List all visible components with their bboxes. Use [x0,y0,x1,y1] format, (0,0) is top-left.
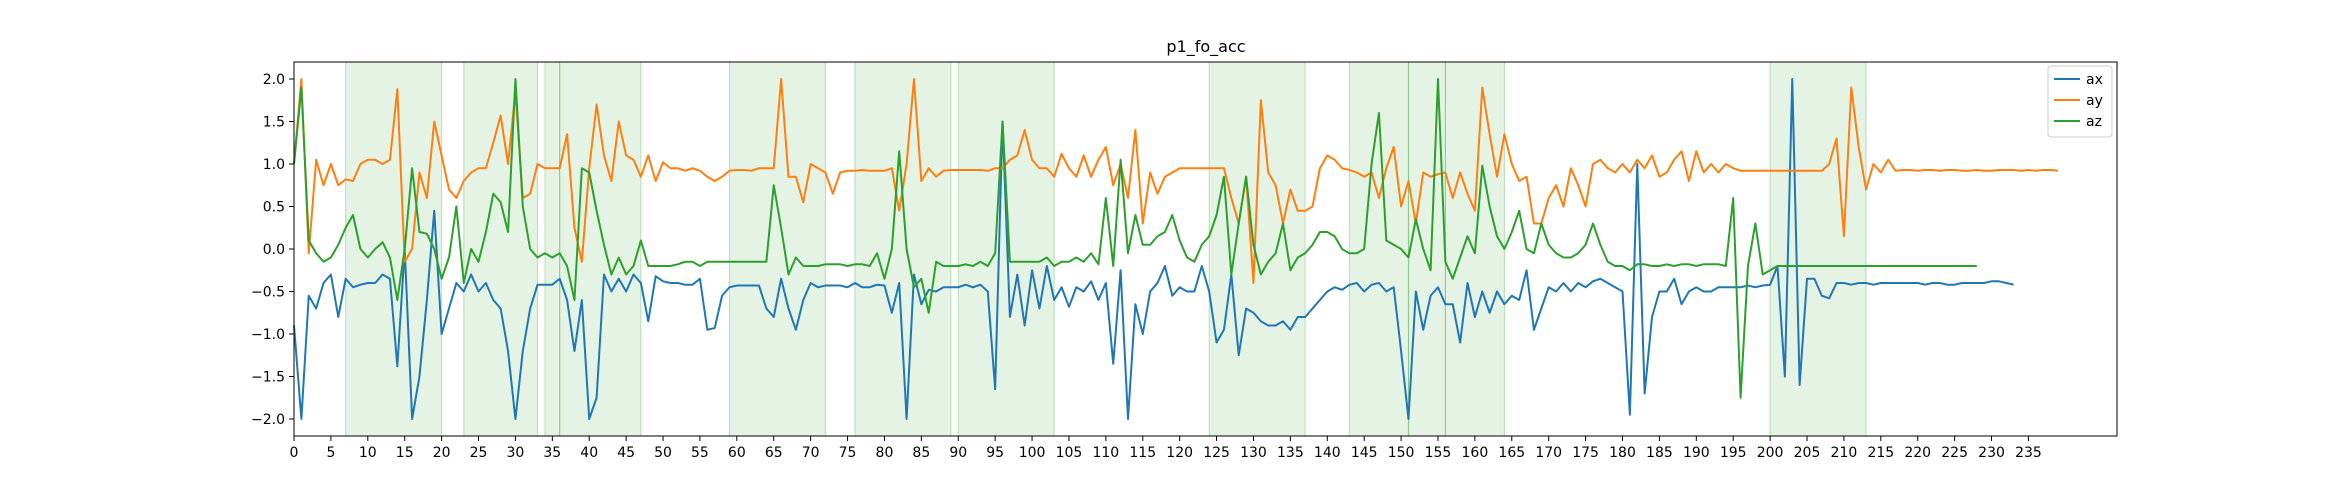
x-tick-label: 35 [543,445,561,461]
shaded-region [463,62,538,436]
x-tick-label: 205 [1794,445,1821,461]
shaded-region [1770,62,1867,436]
x-tick-label: 185 [1646,445,1673,461]
series-line-az [293,78,1977,399]
x-tick-label: 100 [1019,445,1046,461]
x-tick-label: 160 [1462,445,1489,461]
series-line-ax [293,78,2014,420]
y-tick-label: −2.0 [251,412,285,428]
plot-frame [293,61,2118,437]
axis-ticks: 0 5 10 15 20 25 30 35 40 45 50 55 60 65 70 75 80 85 90 95 10… [251,72,2042,461]
x-tick-label: 80 [876,445,894,461]
y-tick-label: −1.5 [251,370,285,386]
x-tick-label: 25 [470,445,488,461]
shaded-region [958,62,1055,436]
x-tick-label: 105 [1056,445,1083,461]
x-tick-label: 75 [839,445,857,461]
x-tick-label: 65 [765,445,783,461]
y-tick-label: 2.0 [263,72,285,88]
x-tick-label: 145 [1351,445,1378,461]
x-tick-label: 115 [1129,445,1156,461]
shaded-region [559,62,641,436]
x-tick-label: 15 [396,445,414,461]
x-tick-label: 10 [359,445,377,461]
y-tick-label: −1.0 [251,327,285,343]
x-tick-label: 200 [1757,445,1784,461]
series-line-ay [293,78,2059,284]
x-tick-label: 85 [912,445,930,461]
x-tick-label: 140 [1314,445,1341,461]
x-tick-label: 20 [433,445,451,461]
x-tick-label: 125 [1203,445,1230,461]
y-tick-label: 0.0 [263,242,285,258]
x-tick-label: 235 [2015,445,2042,461]
x-tick-label: 90 [949,445,967,461]
x-tick-label: 110 [1092,445,1119,461]
x-tick-label: 165 [1498,445,1525,461]
x-tick-label: 150 [1388,445,1415,461]
x-tick-label: 5 [326,445,335,461]
x-tick-label: 210 [1831,445,1858,461]
x-tick-label: 70 [802,445,820,461]
shaded-region [854,62,951,436]
legend-label: az [2086,114,2102,130]
x-tick-label: 95 [986,445,1004,461]
legend-label: ay [2086,93,2103,109]
x-tick-label: 225 [1941,445,1968,461]
y-tick-label: 1.0 [263,157,285,173]
x-tick-label: 0 [290,445,299,461]
shaded-region [544,62,560,436]
x-tick-label: 175 [1572,445,1599,461]
x-tick-label: 170 [1535,445,1562,461]
x-tick-label: 50 [654,445,672,461]
y-tick-label: 0.5 [263,200,285,216]
x-tick-label: 220 [1904,445,1931,461]
x-tick-label: 55 [691,445,709,461]
x-tick-label: 230 [1978,445,2005,461]
x-tick-label: 40 [580,445,598,461]
legend: ax ay az [2047,65,2113,138]
y-tick-label: −0.5 [251,285,285,301]
shaded-regions [345,62,1867,436]
x-tick-label: 155 [1425,445,1452,461]
x-tick-label: 195 [1720,445,1747,461]
x-tick-label: 180 [1609,445,1636,461]
x-tick-label: 190 [1683,445,1710,461]
x-tick-label: 45 [617,445,635,461]
shaded-region [1209,62,1306,436]
x-tick-label: 120 [1166,445,1193,461]
legend-box [2047,65,2113,138]
x-tick-label: 30 [507,445,525,461]
x-tick-label: 135 [1277,445,1304,461]
x-tick-label: 215 [1867,445,1894,461]
x-tick-label: 130 [1240,445,1267,461]
chart-title: p1_fo_acc [1166,37,1245,57]
data-series [293,78,2059,420]
y-tick-label: 1.5 [263,115,285,131]
legend-label: ax [2086,72,2103,88]
x-tick-label: 60 [728,445,746,461]
